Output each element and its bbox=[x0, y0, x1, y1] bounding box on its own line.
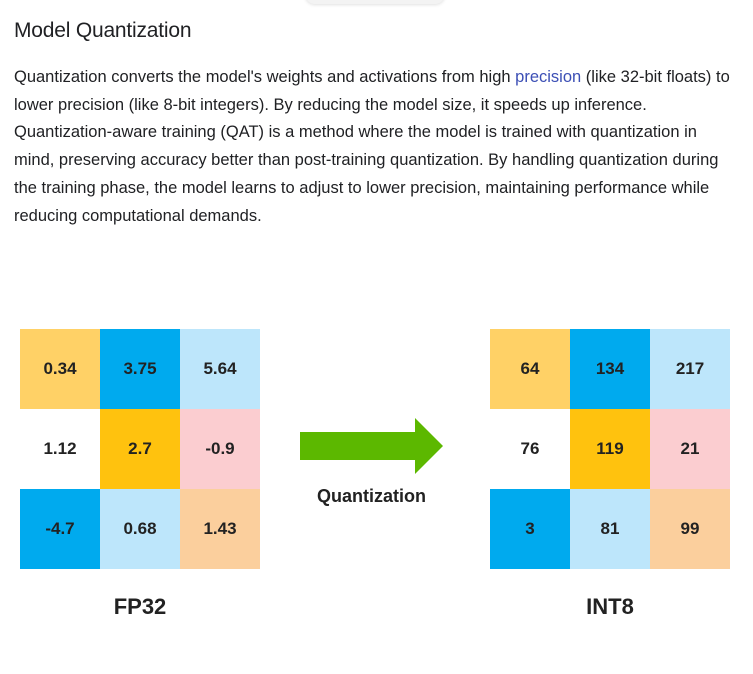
fp32-cell: -4.7 bbox=[20, 489, 100, 569]
int8-cell: 3 bbox=[490, 489, 570, 569]
paragraph-text-end: (like 32-bit floats) to lower precision … bbox=[14, 68, 730, 225]
fp32-cell: 5.64 bbox=[180, 329, 260, 409]
fp32-cell: 1.12 bbox=[20, 409, 100, 489]
article-paragraph: Quantization converts the model's weight… bbox=[14, 64, 736, 230]
quantization-label: Quantization bbox=[317, 486, 426, 506]
paragraph-text-start: Quantization converts the model's weight… bbox=[14, 68, 516, 86]
fp32-cell: 2.7 bbox=[100, 409, 180, 489]
top-edge-tab bbox=[305, 0, 445, 4]
int8-cell: 99 bbox=[650, 489, 730, 569]
int8-label: INT8 bbox=[586, 594, 634, 619]
fp32-cell: -0.9 bbox=[180, 409, 260, 489]
fp32-cell: 1.43 bbox=[180, 489, 260, 569]
int8-cell: 81 bbox=[570, 489, 650, 569]
int8-cell: 119 bbox=[570, 409, 650, 489]
int8-cell: 21 bbox=[650, 409, 730, 489]
fp32-cell: 0.68 bbox=[100, 489, 180, 569]
fp32-matrix: 0.34 3.75 5.64 1.12 2.7 -0.9 -4.7 0.68 1… bbox=[20, 329, 260, 569]
fp32-label: FP32 bbox=[113, 594, 167, 619]
int8-cell: 217 bbox=[650, 329, 730, 409]
int8-cell: 134 bbox=[570, 329, 650, 409]
int8-cell: 64 bbox=[490, 329, 570, 409]
precision-link[interactable]: precision bbox=[515, 68, 582, 86]
int8-cell: 76 bbox=[490, 409, 570, 489]
int8-matrix: 64 134 217 76 119 21 3 81 99 bbox=[490, 329, 730, 569]
fp32-cell: 0.34 bbox=[20, 329, 100, 409]
section-title: Model Quantization bbox=[14, 19, 192, 42]
fp32-cell: 3.75 bbox=[100, 329, 180, 409]
right-arrow-icon bbox=[300, 418, 443, 474]
